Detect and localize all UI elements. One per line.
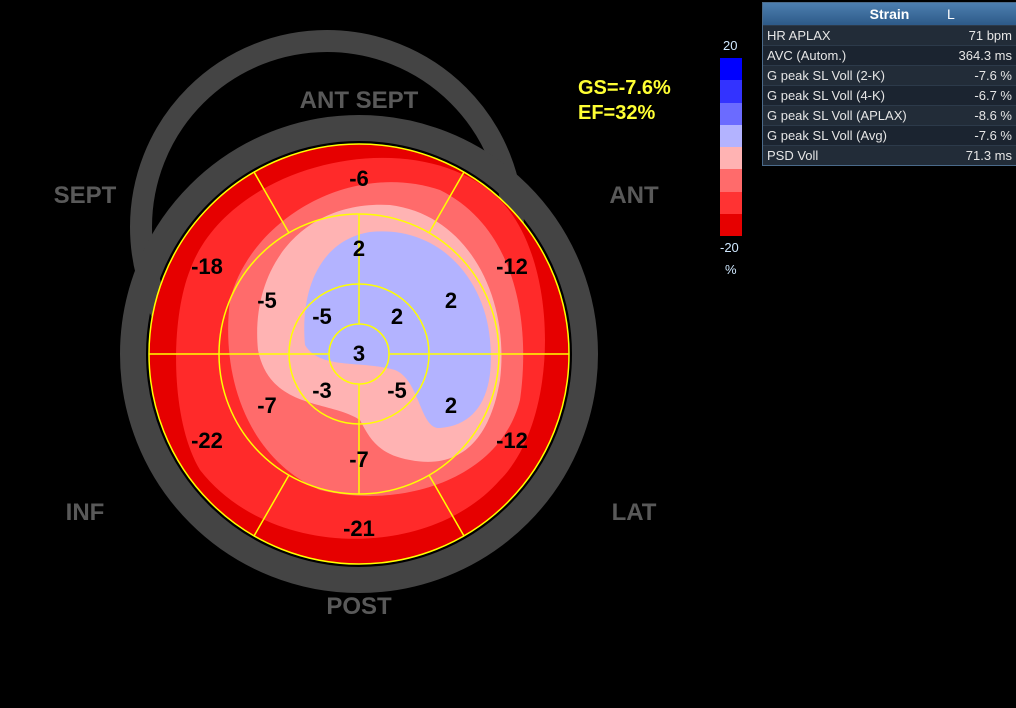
strain-rows: HR APLAX 71 bpm AVC (Autom.) 364.3 ms G peak… xyxy=(763,25,1016,165)
strain-row-label: HR APLAX xyxy=(767,28,831,43)
strain-panel: Strain L HR APLAX 71 bpm AVC (Autom.) 364.3… xyxy=(762,2,1016,166)
grid-line xyxy=(253,474,290,537)
segment-value: -12 xyxy=(496,254,528,279)
strain-row-value: 71.3 ms xyxy=(965,148,1012,163)
strain-row-label: G peak SL Voll (APLAX) xyxy=(767,108,907,123)
sector-label-ant-sept: ANT SEPT xyxy=(300,87,419,114)
color-scale-bar xyxy=(720,58,742,236)
scale-color-step xyxy=(720,147,742,170)
scale-max-label: 20 xyxy=(723,38,738,53)
segment-values: -6 -12 -12 -21 -22 -18 2 2 2 -7 -7 -5 2 … xyxy=(191,166,528,541)
grid-line xyxy=(428,474,465,537)
strain-row-value: 364.3 ms xyxy=(958,48,1012,63)
strain-row: G peak SL Voll (2-K) -7.6 % xyxy=(763,65,1016,85)
strain-row-label: G peak SL Voll (2-K) xyxy=(767,68,886,83)
strain-row: AVC (Autom.) 364.3 ms xyxy=(763,45,1016,65)
strain-row: PSD Voll 71.3 ms xyxy=(763,145,1016,165)
segment-value: -5 xyxy=(312,304,332,329)
sector-label-post: POST xyxy=(326,593,392,620)
segment-value: -6 xyxy=(349,166,369,191)
strain-row-label: G peak SL Voll (4-K) xyxy=(767,88,886,103)
segment-value: -21 xyxy=(343,516,375,541)
strain-row: HR APLAX 71 bpm xyxy=(763,25,1016,45)
strain-row: G peak SL Voll (APLAX) -8.6 % xyxy=(763,105,1016,125)
segment-value: -22 xyxy=(191,428,223,453)
color-region xyxy=(304,231,491,429)
scale-color-step xyxy=(720,58,742,81)
segment-value: 2 xyxy=(353,236,365,261)
sector-label-lat: LAT xyxy=(612,499,657,526)
sector-label-ant: ANT xyxy=(609,182,659,209)
scale-color-step xyxy=(720,169,742,192)
scale-color-step xyxy=(720,191,742,214)
strain-row-label: AVC (Autom.) xyxy=(767,48,847,63)
strain-row-value: 71 bpm xyxy=(968,28,1012,43)
segment-value: -7 xyxy=(349,447,369,472)
scale-min-label: -20 xyxy=(720,240,739,255)
gs-value: GS=-7.6% xyxy=(578,77,671,99)
strain-panel-title: Strain xyxy=(869,6,910,22)
strain-row: G peak SL Voll (Avg) -7.6 % xyxy=(763,125,1016,145)
segment-value: 2 xyxy=(391,304,403,329)
sector-label-sept: SEPT xyxy=(54,182,117,209)
strain-row-label: G peak SL Voll (Avg) xyxy=(767,128,887,143)
sector-labels: ANT SEPT ANT LAT POST INF SEPT xyxy=(54,87,659,620)
scale-color-step xyxy=(720,80,742,103)
segment-value: -12 xyxy=(496,428,528,453)
grid-line xyxy=(253,171,290,234)
segment-value: -5 xyxy=(257,288,277,313)
scale-color-step xyxy=(720,213,742,236)
scale-color-step xyxy=(720,102,742,125)
strain-row: G peak SL Voll (4-K) -6.7 % xyxy=(763,85,1016,105)
segment-value: 3 xyxy=(353,341,365,366)
segment-value: -18 xyxy=(191,254,223,279)
segment-value: 2 xyxy=(445,393,457,418)
outer-frame-ring xyxy=(120,115,598,593)
strain-row-value: -8.6 % xyxy=(974,108,1012,123)
segment-value: -7 xyxy=(257,393,277,418)
strain-row-label: PSD Voll xyxy=(767,148,819,163)
segment-grid xyxy=(148,143,570,565)
grid-line xyxy=(428,171,465,234)
strain-row-value: -7.6 % xyxy=(974,128,1012,143)
segment-value: -5 xyxy=(387,378,407,403)
strain-panel-header[interactable]: Strain L xyxy=(763,3,1016,25)
sector-label-inf: INF xyxy=(66,499,105,526)
scale-unit-label: % xyxy=(725,262,737,277)
segment-value: -3 xyxy=(312,378,332,403)
strain-row-value: -7.6 % xyxy=(974,68,1012,83)
scale-color-step xyxy=(720,124,742,147)
strain-row-value: -6.7 % xyxy=(974,88,1012,103)
segment-value: 2 xyxy=(445,288,457,313)
ef-value: EF=32% xyxy=(578,102,656,124)
strain-panel-mark: L xyxy=(947,6,955,22)
